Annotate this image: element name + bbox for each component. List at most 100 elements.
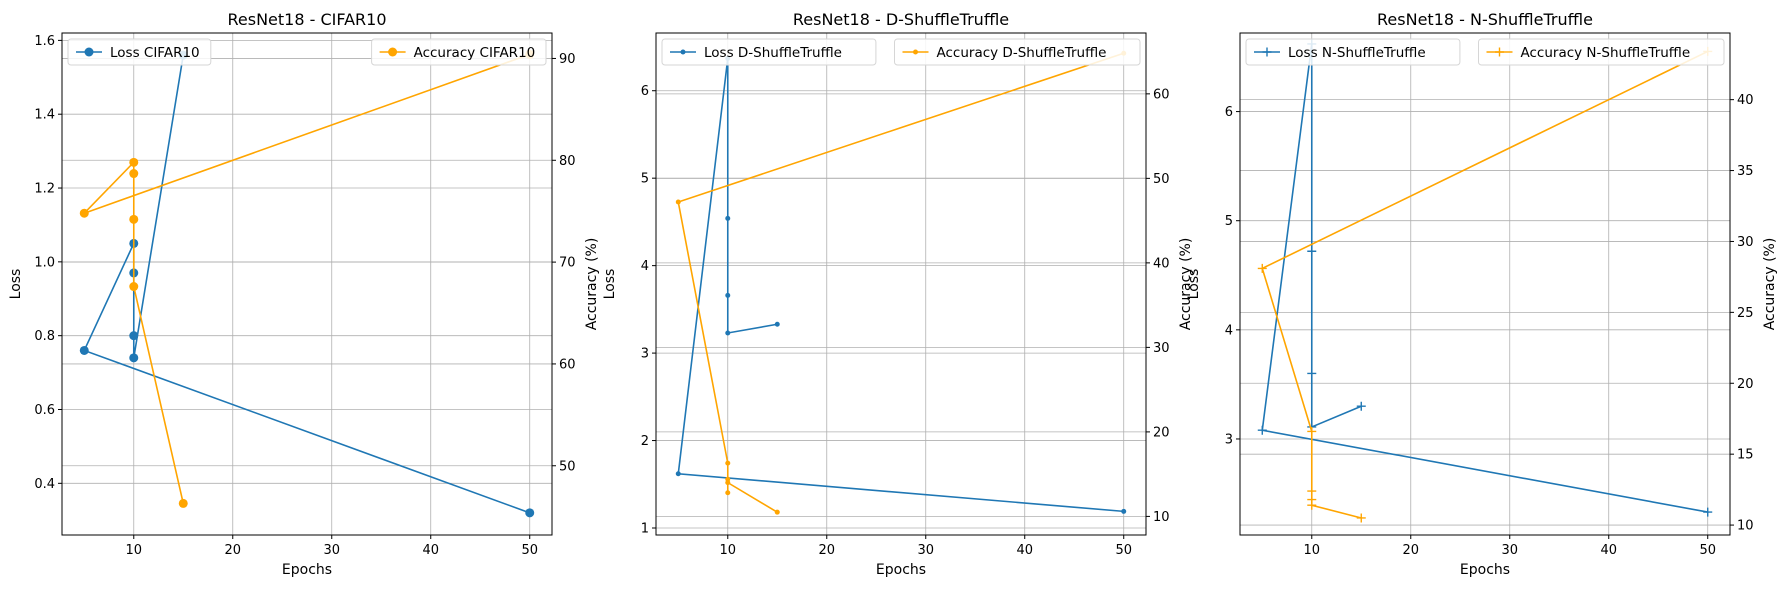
chart-3-ytick-label-3: 6 bbox=[1225, 105, 1233, 120]
chart-1-legend-label-right: Accuracy CIFAR10 bbox=[414, 45, 536, 61]
chart-2-xtick-label-2: 30 bbox=[917, 543, 934, 558]
chart-3-ytick-label-2: 5 bbox=[1225, 214, 1233, 229]
chart-1-point-accuracy-4 bbox=[129, 214, 139, 224]
chart-3-y2tick-label-5: 35 bbox=[1737, 164, 1754, 179]
chart-3-y2tick-label-1: 15 bbox=[1737, 448, 1754, 463]
chart-1-y2label: Accuracy (%) bbox=[584, 238, 600, 331]
chart-3-y2tick-label-4: 30 bbox=[1737, 235, 1754, 250]
chart-panel-1: 10 20 30 40 50 0.4 0.6 0.8 1.0 1.2 1.4 1.6 50 60 70 80 9… bbox=[8, 10, 600, 578]
chart-2-point-accuracy-4 bbox=[725, 490, 731, 496]
chart-2-ytick-label-3: 4 bbox=[641, 259, 649, 274]
chart-2-legend-marker-left bbox=[680, 49, 686, 55]
chart-2-ytick-label-0: 1 bbox=[641, 522, 649, 537]
chart-3-point-accuracy-6 bbox=[1356, 513, 1366, 523]
chart-1-xtick-label-3: 40 bbox=[422, 543, 439, 558]
chart-3-point-loss-3 bbox=[1307, 246, 1317, 256]
chart-1-point-accuracy-2 bbox=[129, 157, 139, 167]
chart-3-series-accuracy bbox=[1257, 46, 1713, 523]
chart-2-legend-label-right: Accuracy D-ShuffleTruffle bbox=[937, 45, 1107, 61]
chart-1-legend-box-left bbox=[67, 38, 212, 66]
chart-1-point-accuracy-5 bbox=[129, 282, 139, 292]
chart-3-point-loss-6 bbox=[1356, 401, 1366, 411]
chart-3-y2tick-label-3: 25 bbox=[1737, 306, 1754, 321]
chart-2-y2tick-label-1: 20 bbox=[1153, 425, 1170, 440]
chart-1-legend-left: Loss CIFAR10 bbox=[67, 38, 212, 66]
chart-1-line-loss bbox=[83, 55, 531, 514]
chart-1-point-loss-1 bbox=[79, 345, 89, 355]
chart-panel-2: 10 20 30 40 50 1 2 3 4 5 6 10 20 30 40 50 60 ResNet18 - D… bbox=[602, 10, 1194, 578]
chart-2-point-accuracy-1 bbox=[675, 199, 681, 205]
chart-2-point-loss-1 bbox=[675, 471, 681, 477]
chart-1-ytick-label-2: 0.8 bbox=[34, 329, 55, 344]
chart-3-legend-left: Loss N-ShuffleTruffle bbox=[1245, 38, 1461, 66]
chart-2-ytick-label-1: 2 bbox=[641, 434, 649, 449]
chart-1-y2tick-label-3: 80 bbox=[559, 154, 576, 169]
chart-1-legend-marker-left bbox=[84, 47, 94, 57]
chart-2-y2tick-label-2: 30 bbox=[1153, 341, 1170, 356]
chart-3-xlabel: Epochs bbox=[1460, 562, 1510, 578]
chart-3-series-loss bbox=[1257, 39, 1713, 517]
chart-3-legend-marker-right bbox=[1495, 47, 1504, 57]
chart-2-ytick-label-2: 3 bbox=[641, 347, 649, 362]
chart-1-series-accuracy bbox=[79, 49, 535, 508]
chart-1-ytick-label-3: 1.0 bbox=[34, 255, 55, 270]
chart-3-line-loss bbox=[1261, 43, 1708, 513]
chart-2-point-loss-5 bbox=[725, 330, 731, 336]
chart-1-xtick-label-4: 50 bbox=[521, 543, 538, 558]
chart-1-point-accuracy-6 bbox=[178, 498, 188, 508]
chart-3-point-accuracy-2 bbox=[1307, 426, 1317, 436]
chart-1-ytick-label-5: 1.4 bbox=[34, 108, 55, 123]
chart-3-point-accuracy-1 bbox=[1257, 263, 1267, 273]
chart-2-series-loss bbox=[675, 55, 1127, 514]
chart-1-legend-right: Accuracy CIFAR10 bbox=[371, 38, 547, 66]
chart-3-legend-box-left bbox=[1245, 38, 1461, 66]
chart-2-xtick-label-4: 50 bbox=[1115, 543, 1132, 558]
chart-2-xtick-label-1: 20 bbox=[818, 543, 835, 558]
chart-2-y2tick-label-5: 60 bbox=[1153, 87, 1170, 102]
chart-2-y2tick-label-3: 40 bbox=[1153, 256, 1170, 271]
chart-2-ytick-label-5: 6 bbox=[641, 84, 649, 99]
chart-2-legend-box-left bbox=[661, 38, 877, 66]
chart-3-legend-right: Accuracy N-ShuffleTruffle bbox=[1478, 38, 1725, 66]
chart-3-point-loss-4 bbox=[1307, 368, 1317, 378]
chart-3-y2tick-label-6: 40 bbox=[1737, 93, 1754, 108]
chart-2-y2label: Accuracy (%) bbox=[1178, 238, 1194, 331]
chart-1-xlabel: Epochs bbox=[282, 562, 332, 578]
chart-1-point-accuracy-1 bbox=[79, 208, 89, 218]
chart-1-y2tick-label-2: 70 bbox=[559, 256, 576, 271]
chart-1-point-loss-4 bbox=[129, 331, 139, 341]
chart-3-point-accuracy-3 bbox=[1307, 486, 1317, 496]
chart-2-y2tick-label-4: 50 bbox=[1153, 172, 1170, 187]
chart-3-frame bbox=[1239, 32, 1731, 536]
chart-2-xlabel: Epochs bbox=[876, 562, 926, 578]
chart-2-xtick-label-0: 10 bbox=[719, 543, 736, 558]
chart-3-legend-label-right: Accuracy N-ShuffleTruffle bbox=[1521, 45, 1691, 61]
chart-2-point-loss-4 bbox=[725, 292, 731, 298]
chart-1-series-loss bbox=[79, 50, 535, 518]
chart-1-xtick-label-0: 10 bbox=[125, 543, 142, 558]
chart-3-xtick-label-2: 30 bbox=[1501, 543, 1518, 558]
chart-1-legend-label-left: Loss CIFAR10 bbox=[110, 45, 200, 61]
chart-3-title: ResNet18 - N-ShuffleTruffle bbox=[1377, 10, 1593, 29]
chart-1-point-loss-0 bbox=[525, 508, 535, 518]
chart-3-legend-box-right bbox=[1478, 38, 1725, 66]
chart-1-title: ResNet18 - CIFAR10 bbox=[227, 10, 386, 29]
chart-3-y2tick-label-2: 20 bbox=[1737, 377, 1754, 392]
chart-3-line-accuracy bbox=[1261, 50, 1709, 519]
chart-3-ylabel: Loss bbox=[1186, 269, 1202, 300]
chart-3-y2label: Accuracy (%) bbox=[1762, 238, 1778, 331]
chart-2-point-accuracy-5 bbox=[725, 480, 731, 486]
chart-2-legend-label-left: Loss D-ShuffleTruffle bbox=[704, 45, 842, 61]
chart-3-xtick-label-3: 40 bbox=[1600, 543, 1617, 558]
chart-1-ytick-label-0: 0.4 bbox=[34, 477, 55, 492]
chart-2-line-accuracy bbox=[677, 52, 1124, 513]
chart-2-point-accuracy-6 bbox=[774, 509, 780, 515]
chart-3-legend-marker-left bbox=[1262, 47, 1272, 57]
chart-1-ytick-label-6: 1.6 bbox=[34, 34, 55, 49]
chart-1-legend-marker-right bbox=[388, 47, 398, 57]
chart-2-title: ResNet18 - D-ShuffleTruffle bbox=[793, 10, 1009, 29]
chart-1-y2tick-label-0: 50 bbox=[559, 459, 576, 474]
chart-2-series-accuracy bbox=[675, 50, 1127, 515]
chart-3-point-loss-1 bbox=[1257, 425, 1267, 435]
